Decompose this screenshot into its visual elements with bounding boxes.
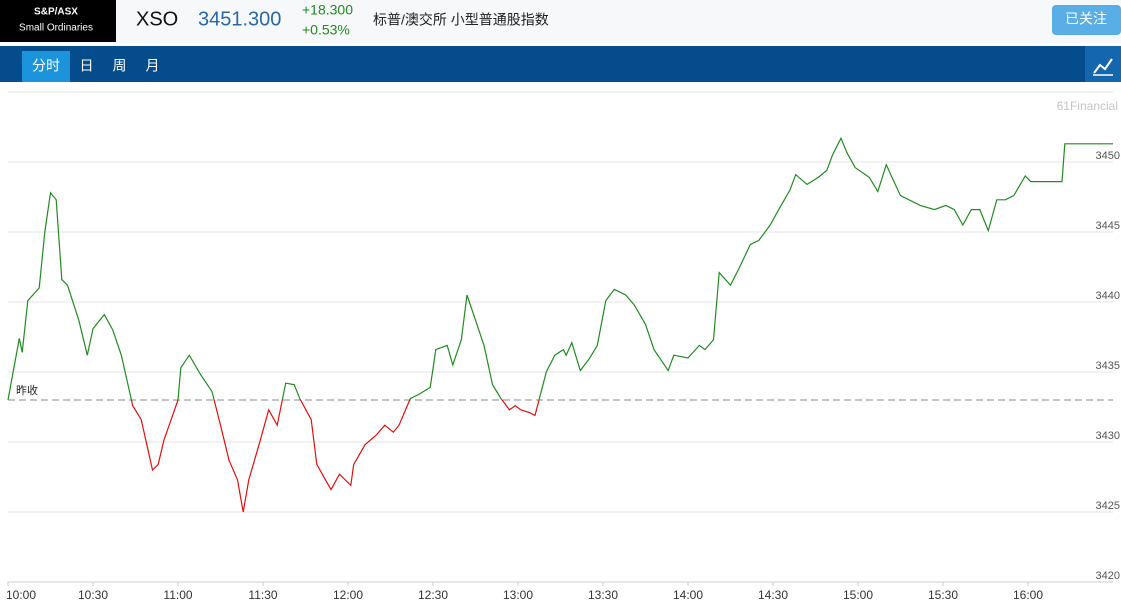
x-tick-label: 14:00 [673,588,703,602]
follow-button-bg[interactable] [1052,5,1121,35]
header-bar [0,0,1121,43]
chart: 3420 3425 3430 3435 3440 3445 3450 10:00 10:30 11… [6,91,1120,602]
x-tick-label: 11:00 [163,588,192,602]
x-tick-label: 10:00 [6,588,36,602]
change-pct: +0.53% [302,22,350,38]
tab[interactable]: 月 [146,58,160,74]
y-tick-label: 3430 [1096,430,1120,442]
x-tick-label: 16:00 [1013,588,1043,602]
x-tick-label: 10:30 [78,588,108,602]
follow-button-label[interactable]: 已关注 [1065,11,1107,27]
logo-line: Small Ordinaries [19,23,93,34]
x-tick-label: 14:30 [758,588,788,602]
y-tick-label: 3440 [1096,290,1120,302]
tab-active-bg[interactable] [22,51,70,82]
x-tick-label: 12:30 [418,588,448,602]
chart-toggle-bg[interactable] [1085,46,1121,82]
x-tick-label: 15:30 [928,588,958,602]
price-line-above [7,136,1113,400]
y-tick-label: 3435 [1096,360,1120,372]
tab-label[interactable]: 周 [113,58,127,74]
tab[interactable]: 分时 [22,51,70,82]
y-tick-label: 3445 [1096,220,1120,232]
x-tick-label: 11:30 [248,588,277,602]
tab-label[interactable]: 日 [80,58,94,74]
y-tick-label: 3450 [1096,150,1120,162]
logo [0,0,116,42]
index-name: 标普/澳交所 小型普通股指数 [373,12,549,28]
tab[interactable]: 日 [80,58,94,74]
tab[interactable]: 周 [113,58,127,74]
watermark: 61Financial [1057,99,1118,113]
prev-close-label: 昨收 [16,383,38,397]
x-tick-label: 13:30 [588,588,618,602]
follow-button[interactable]: 已关注 [1052,5,1121,35]
y-tick-label: 3425 [1096,500,1120,512]
tab-label[interactable]: 月 [146,58,160,74]
x-tick-label: 12:00 [333,588,363,602]
tab-label[interactable]: 分时 [32,58,60,74]
chart-toggle[interactable] [1085,46,1121,82]
x-tick-label: 15:00 [843,588,873,602]
chart-icon[interactable] [1093,58,1113,74]
change: +18.300 [302,2,353,18]
y-tick-label: 3420 [1096,570,1120,582]
price-line-below [8,400,540,513]
symbol: XSO [136,8,178,30]
price: 3451.300 [198,8,281,30]
logo-line: S&P/ASX [34,7,78,18]
tabs: 分时 日 周 月 [22,51,160,82]
x-tick-label: 13:00 [503,588,533,602]
nav-bar [0,46,1121,82]
